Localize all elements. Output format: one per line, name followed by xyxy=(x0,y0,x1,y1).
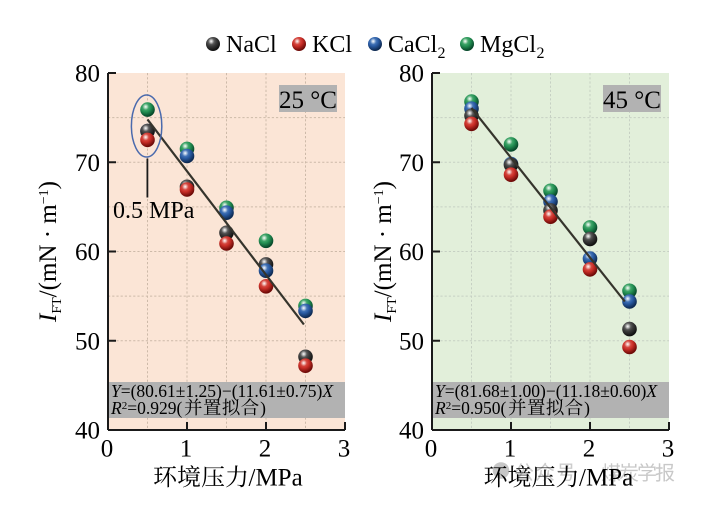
svg-text:70: 70 xyxy=(75,150,100,177)
svg-text:R2=0.929(: R2=0.929( xyxy=(110,398,182,418)
svg-text:60: 60 xyxy=(75,239,100,266)
svg-text:CaCl: CaCl xyxy=(388,32,438,58)
svg-text:2: 2 xyxy=(583,436,596,463)
svg-text:25 °C: 25 °C xyxy=(279,87,337,114)
svg-text:): ) xyxy=(584,398,590,418)
svg-text:0: 0 xyxy=(101,436,114,463)
svg-text:45 °C: 45 °C xyxy=(603,87,661,114)
svg-text:80: 80 xyxy=(399,61,424,88)
svg-text:80: 80 xyxy=(75,61,100,88)
svg-text:IFT/(mN · m−1): IFT/(mN · m−1) xyxy=(35,181,65,323)
svg-text:MgCl: MgCl xyxy=(480,32,536,58)
svg-text:50: 50 xyxy=(399,328,424,355)
svg-text:Y=(80.61±1.25)−(11.61±0.75)X: Y=(80.61±1.25)−(11.61±0.75)X xyxy=(111,381,334,401)
svg-text:2: 2 xyxy=(537,45,545,62)
svg-text:3: 3 xyxy=(338,436,351,463)
svg-text:0.5 MPa: 0.5 MPa xyxy=(113,198,195,224)
svg-text:3: 3 xyxy=(662,436,675,463)
svg-text:1: 1 xyxy=(180,436,193,463)
svg-text:IFT/(mN · m−1): IFT/(mN · m−1) xyxy=(370,181,400,323)
svg-text:): ) xyxy=(260,398,266,418)
svg-text:Y=(81.68±1.00)−(11.18±0.60)X: Y=(81.68±1.00)−(11.18±0.60)X xyxy=(435,381,658,401)
svg-text:KCl: KCl xyxy=(312,32,352,58)
svg-text:/MPa: /MPa xyxy=(579,465,633,492)
svg-text:2: 2 xyxy=(259,436,272,463)
svg-text:/MPa: /MPa xyxy=(249,465,303,492)
svg-text:0: 0 xyxy=(425,436,438,463)
svg-text:60: 60 xyxy=(399,239,424,266)
svg-text:R2=0.950(: R2=0.950( xyxy=(434,398,506,418)
svg-text:40: 40 xyxy=(75,418,100,445)
svg-text:1: 1 xyxy=(504,436,517,463)
svg-text:70: 70 xyxy=(399,150,424,177)
svg-text:50: 50 xyxy=(75,328,100,355)
svg-text:NaCl: NaCl xyxy=(226,32,277,58)
svg-text:40: 40 xyxy=(399,418,424,445)
svg-text:2: 2 xyxy=(438,45,446,62)
